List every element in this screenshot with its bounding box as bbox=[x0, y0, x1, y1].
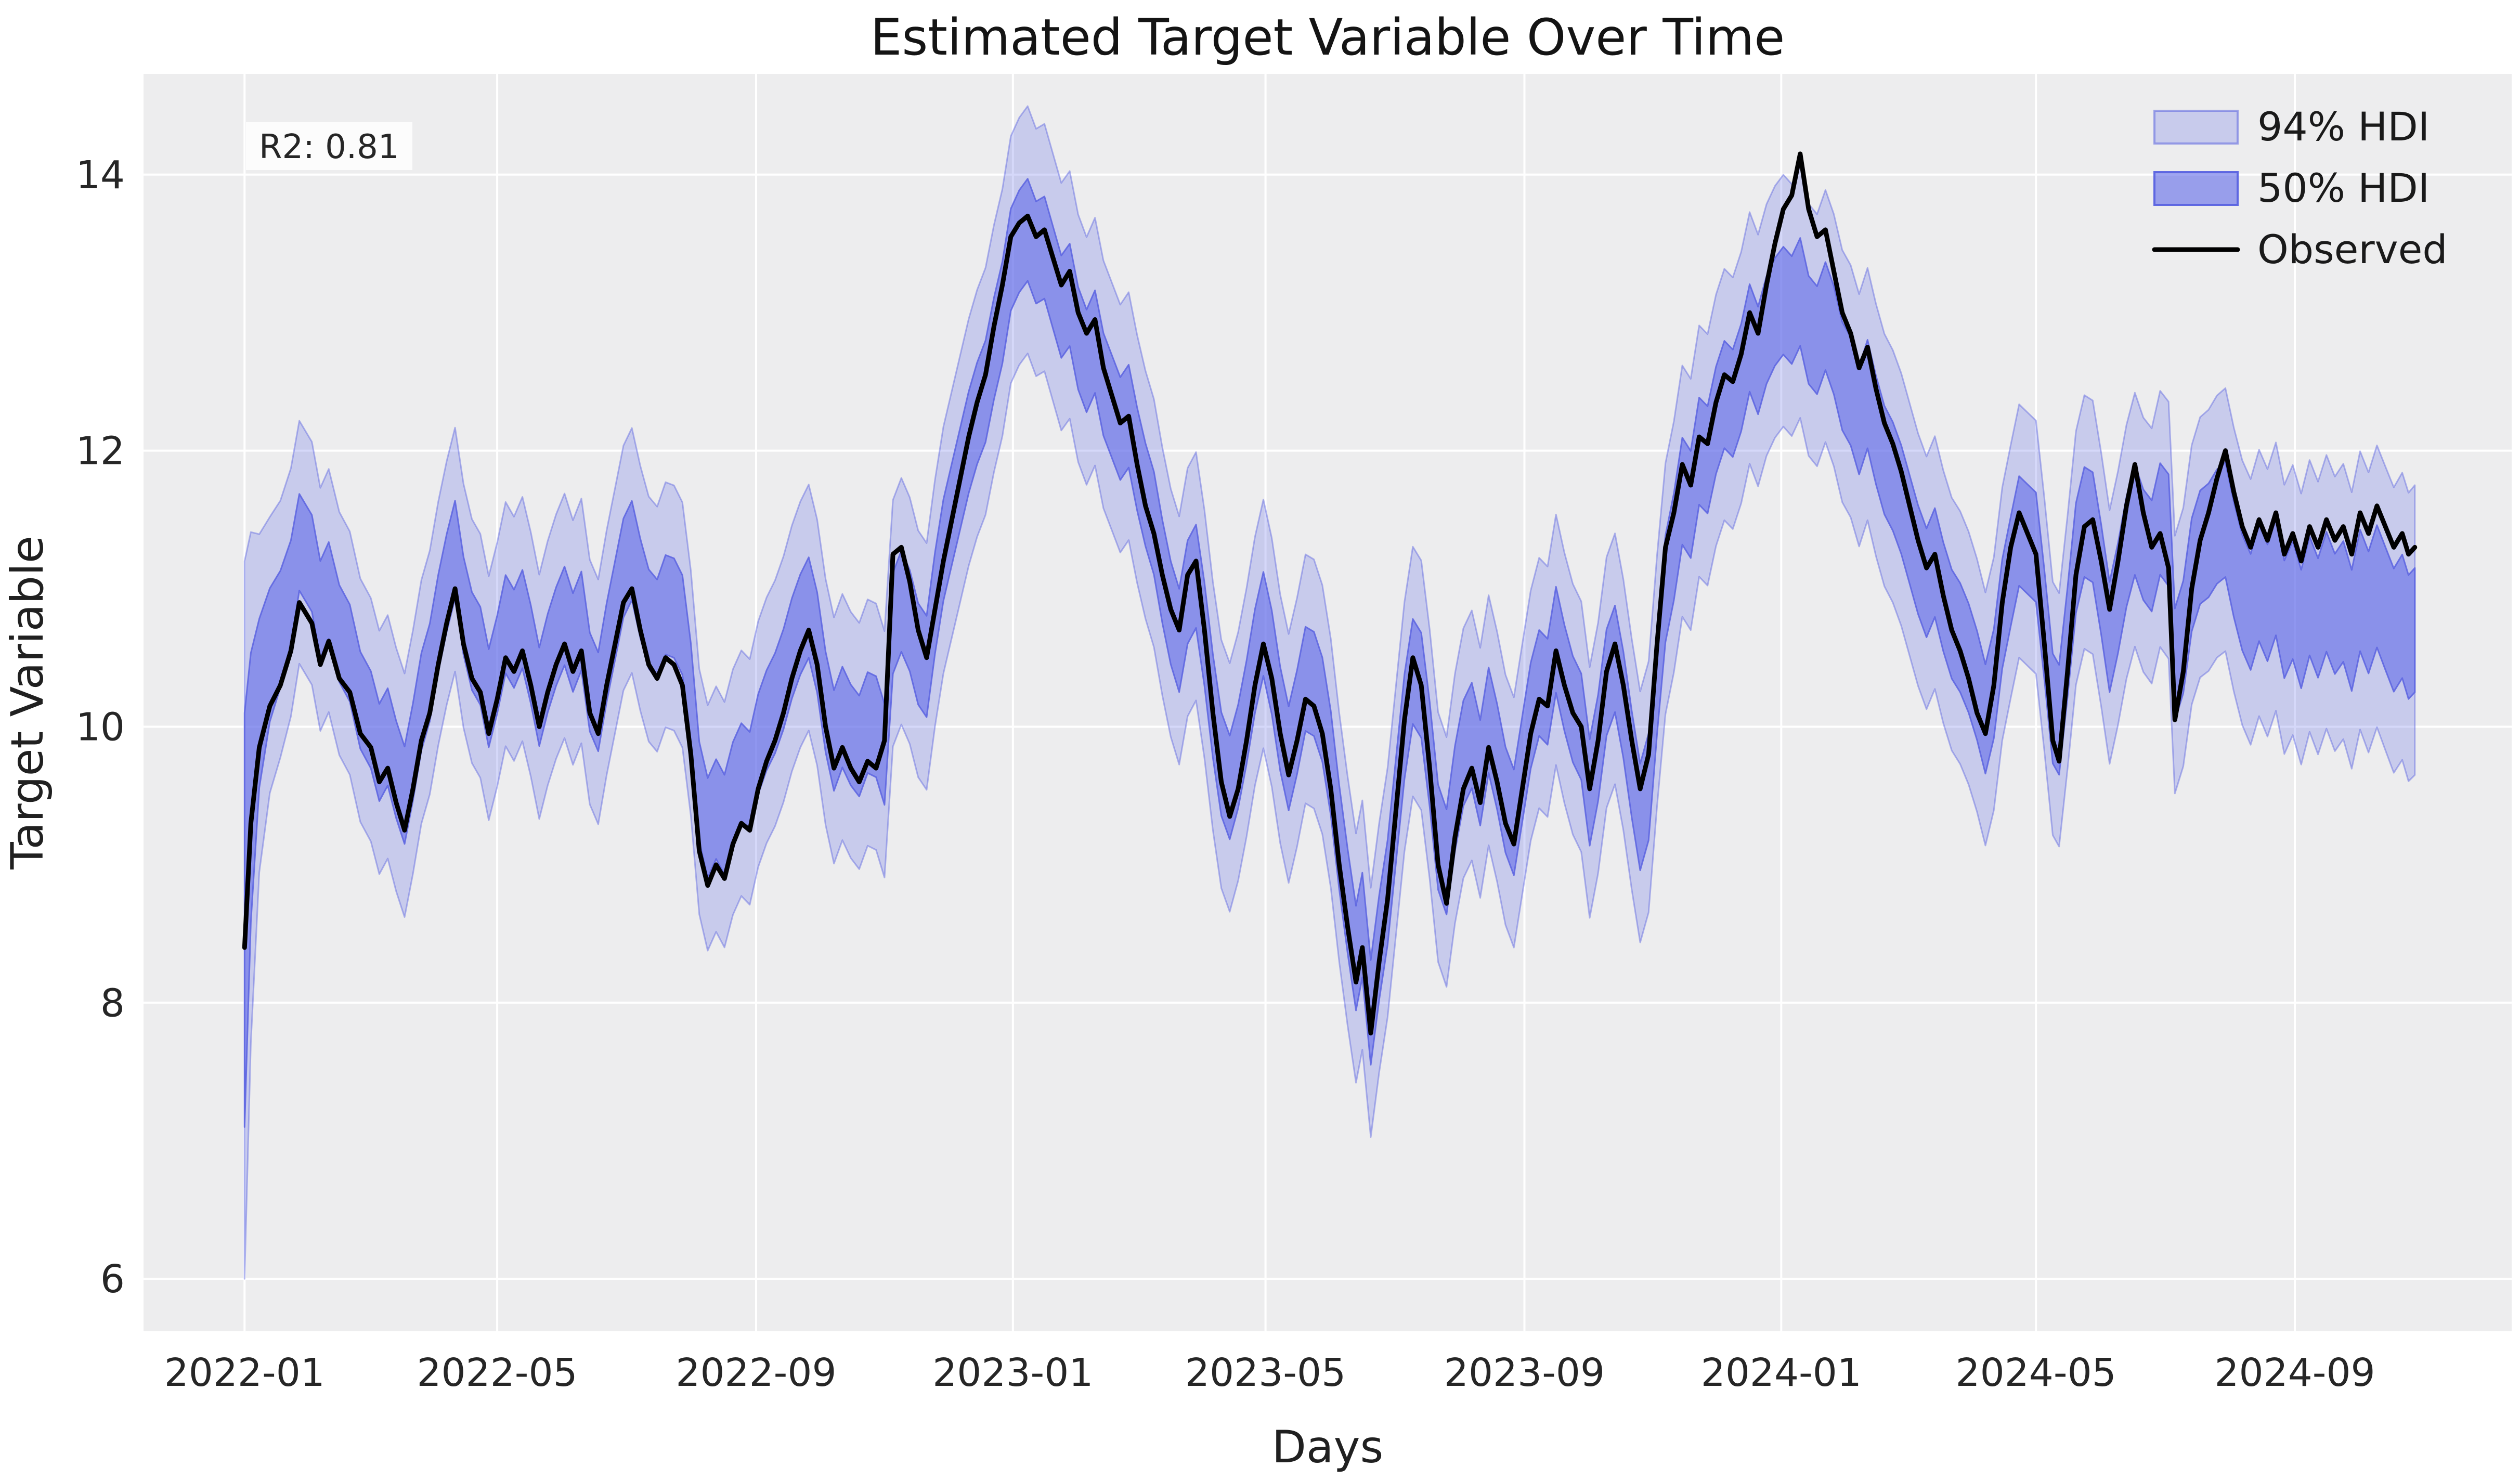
legend-label-observed: Observed bbox=[2257, 226, 2448, 272]
x-tick-label: 2023-09 bbox=[1444, 1351, 1605, 1395]
y-tick-label: 8 bbox=[100, 981, 125, 1025]
y-tick-label: 14 bbox=[76, 153, 125, 198]
x-tick-label: 2022-05 bbox=[417, 1351, 577, 1395]
x-tick-label: 2022-09 bbox=[676, 1351, 836, 1395]
r2-annotation: R2: 0.81 bbox=[246, 122, 412, 170]
x-axis-label: Days bbox=[1272, 1421, 1384, 1473]
y-tick-label: 10 bbox=[76, 705, 125, 749]
legend-label-50-hdi: 50% HDI bbox=[2257, 165, 2430, 211]
x-tick-label: 2024-01 bbox=[1701, 1351, 1862, 1395]
y-tick-labels: 6 8 10 12 14 bbox=[76, 153, 125, 1302]
legend: 94% HDI 50% HDI Observed bbox=[2152, 103, 2448, 272]
r2-annotation-text: R2: 0.81 bbox=[259, 128, 399, 166]
hdi-50-band bbox=[243, 178, 2416, 1128]
observed-line bbox=[242, 151, 2418, 1036]
x-tick-label: 2023-01 bbox=[932, 1351, 1093, 1395]
x-tick-label: 2024-05 bbox=[1956, 1351, 2116, 1395]
observed-layer bbox=[242, 151, 2418, 1036]
legend-swatch-94-hdi bbox=[2153, 110, 2239, 145]
hdi-band-layer bbox=[243, 105, 2416, 1280]
x-tick-label: 2023-05 bbox=[1185, 1351, 1346, 1395]
x-tick-label: 2024-09 bbox=[2214, 1351, 2375, 1395]
chart-title: Estimated Target Variable Over Time bbox=[871, 8, 1785, 67]
legend-label-94-hdi: 94% HDI bbox=[2257, 103, 2430, 150]
y-axis-label: Target Variable bbox=[2, 536, 54, 870]
legend-swatch-50-hdi bbox=[2153, 171, 2239, 206]
x-tick-labels: 2022-01 2022-05 2022-09 2023-01 2023-05 2023-… bbox=[164, 1351, 2375, 1395]
y-tick-label: 6 bbox=[100, 1257, 125, 1302]
x-tick-label: 2022-01 bbox=[164, 1351, 325, 1395]
y-tick-label: 12 bbox=[76, 429, 125, 474]
r2-annotation-box bbox=[246, 122, 412, 170]
